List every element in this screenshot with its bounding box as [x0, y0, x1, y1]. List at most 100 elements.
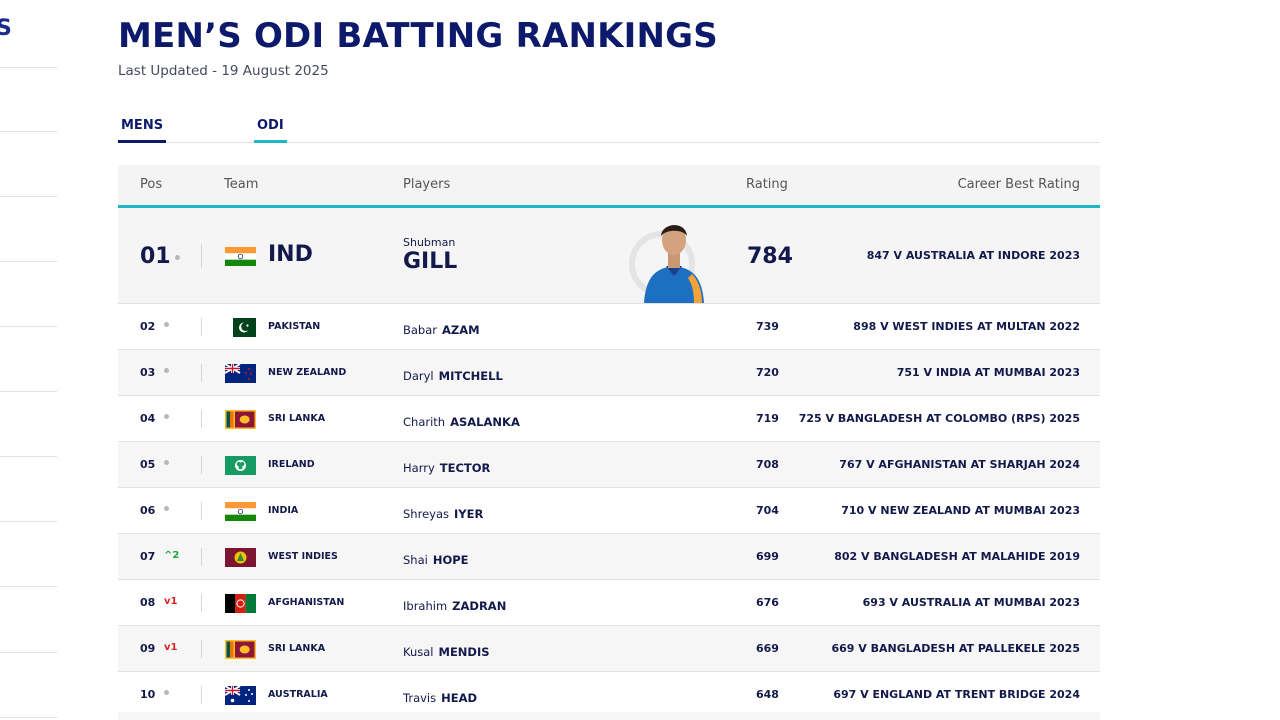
player-last-name: ZADRAN — [452, 599, 507, 613]
player-first-name: Shreyas — [403, 507, 449, 521]
player-name[interactable]: Shai HOPE — [403, 553, 469, 567]
player-name[interactable]: Travis HEAD — [403, 691, 477, 705]
player-last-name: IYER — [453, 507, 484, 521]
divider — [201, 244, 202, 268]
player-photo — [629, 225, 704, 303]
header-career-best: Career Best Rating — [957, 177, 1080, 192]
player-rating: 648 — [756, 688, 779, 701]
player-last-name: HOPE — [432, 553, 469, 567]
table-row[interactable]: 10 AUSTRALIA Travis HEAD 648 697 V ENGLAND AT… — [118, 672, 1100, 718]
player-first-name: Charith — [403, 415, 446, 429]
player-name[interactable]: Kusal MENDIS — [403, 645, 490, 659]
player-name[interactable]: Charith ASALANKA — [403, 415, 520, 429]
rank-unchanged-icon — [164, 320, 169, 331]
table-row[interactable]: 02 PAKISTAN Babar AZAM 739 898 V WEST INDIES … — [118, 304, 1100, 350]
team-name: INDIA — [268, 505, 299, 516]
divider — [201, 594, 202, 612]
table-row[interactable]: 04 SRI LANKA Charith ASALANKA 719 725 V BANGL… — [118, 396, 1100, 442]
side-nav-glyph: S — [0, 16, 12, 41]
player-first-name: Babar — [403, 323, 438, 337]
side-nav-divider — [0, 196, 57, 197]
divider — [201, 640, 202, 658]
rank-unchanged-icon — [164, 688, 169, 699]
header-pos: Pos — [140, 177, 163, 192]
career-best-rating: 710 V NEW ZEALAND AT MUMBAI 2023 — [841, 504, 1080, 517]
player-first-name: Shai — [403, 553, 428, 567]
player-last-name: ASALANKA — [450, 415, 520, 429]
india-flag-icon — [225, 502, 256, 521]
rank-unchanged-icon — [164, 412, 169, 423]
divider — [201, 318, 202, 336]
divider — [201, 502, 202, 520]
player-name[interactable]: Harry TECTOR — [403, 461, 490, 475]
next-row-peek — [118, 712, 1100, 720]
rank-down-indicator: v1 — [164, 596, 178, 607]
tab-odi[interactable]: ODI — [254, 117, 287, 143]
table-row[interactable]: 09 v1 SRI LANKA Kusal MENDIS 669 669 V BANGLAD… — [118, 626, 1100, 672]
player-last-name: AZAM — [442, 323, 480, 337]
team-name: PAKISTAN — [268, 321, 321, 332]
india-flag-icon — [225, 247, 256, 266]
team-name: AFGHANISTAN — [268, 597, 345, 608]
table-row[interactable]: 07 ^2 WEST INDIES Shai HOPE 699 802 V BANGLADE… — [118, 534, 1100, 580]
career-best-rating: 802 V BANGLADESH AT MALAHIDE 2019 — [834, 550, 1080, 563]
australia-flag-icon — [225, 686, 256, 705]
player-rating: 669 — [756, 642, 779, 655]
sri-lanka-flag-icon — [225, 410, 256, 429]
player-first-name: Ibrahim — [403, 599, 448, 613]
player-rating: 739 — [756, 320, 779, 333]
player-first-name: Kusal — [403, 645, 434, 659]
table-row[interactable]: 03 NEW ZEALAND Daryl MITCHELL 720 751 V INDIA… — [118, 350, 1100, 396]
player-name[interactable]: Shreyas IYER — [403, 507, 483, 521]
table-row[interactable]: 05 IRELAND Harry TECTOR 708 767 V AFGHANISTAN… — [118, 442, 1100, 488]
side-nav-divider — [0, 391, 57, 392]
rank-position: 01 — [140, 244, 171, 269]
rank-position: 05 — [140, 458, 156, 471]
player-last-name: MENDIS — [438, 645, 490, 659]
player-name[interactable]: Daryl MITCHELL — [403, 369, 503, 383]
side-nav-divider — [0, 652, 57, 653]
team-name: IND — [268, 242, 313, 267]
side-nav-divider — [0, 261, 57, 262]
rank-position: 04 — [140, 412, 156, 425]
rank-down-indicator: v1 — [164, 642, 178, 653]
side-nav-divider — [0, 521, 57, 522]
player-rating: 699 — [756, 550, 779, 563]
career-best-rating: 725 V BANGLADESH AT COLOMBO (RPS) 2025 — [798, 412, 1080, 425]
rank-unchanged-icon — [175, 253, 180, 264]
pakistan-flag-icon — [225, 318, 256, 337]
player-name[interactable]: Ibrahim ZADRAN — [403, 599, 506, 613]
career-best-rating: 693 V AUSTRALIA AT MUMBAI 2023 — [862, 596, 1080, 609]
player-name[interactable]: Babar AZAM — [403, 323, 480, 337]
divider — [201, 456, 202, 474]
player-last-name[interactable]: GILL — [403, 249, 458, 274]
table-row[interactable]: 06 INDIA Shreyas IYER 704 710 V NEW ZEALAND A… — [118, 488, 1100, 534]
player-first-name: Daryl — [403, 369, 434, 383]
last-updated: Last Updated - 19 August 2025 — [118, 63, 329, 79]
team-name: IRELAND — [268, 459, 315, 470]
page-title: MEN’S ODI BATTING RANKINGS — [118, 16, 718, 56]
team-name: WEST INDIES — [268, 551, 338, 562]
team-name: SRI LANKA — [268, 413, 326, 424]
team-name: AUSTRALIA — [268, 689, 328, 700]
career-best-rating: 767 V AFGHANISTAN AT SHARJAH 2024 — [839, 458, 1080, 471]
rank-unchanged-icon — [164, 504, 169, 515]
rank-unchanged-icon — [164, 366, 169, 377]
top-ranked-row[interactable]: 01 IND Shubman GILL 784 847 V AUSTRALIA … — [118, 208, 1100, 304]
header-rating: Rating — [746, 177, 788, 192]
west-indies-flag-icon — [225, 548, 256, 567]
rank-up-indicator: ^2 — [164, 550, 180, 561]
rank-unchanged-icon — [164, 458, 169, 469]
ireland-flag-icon — [225, 456, 256, 475]
table-header: Pos Team Players Rating Career Best Rati… — [118, 165, 1100, 208]
career-best-rating: 669 V BANGLADESH AT PALLEKELE 2025 — [831, 642, 1081, 655]
team-name: NEW ZEALAND — [268, 367, 347, 378]
side-nav: S — [0, 0, 57, 720]
tab-mens[interactable]: MENS — [118, 117, 167, 143]
sri-lanka-flag-icon — [225, 640, 256, 659]
player-rating: 784 — [747, 244, 793, 269]
table-row[interactable]: 08 v1 AFGHANISTAN Ibrahim ZADRAN 676 693 V AUS… — [118, 580, 1100, 626]
divider — [201, 686, 202, 704]
player-rating: 720 — [756, 366, 779, 379]
rankings-table: Pos Team Players Rating Career Best Rati… — [118, 165, 1100, 718]
